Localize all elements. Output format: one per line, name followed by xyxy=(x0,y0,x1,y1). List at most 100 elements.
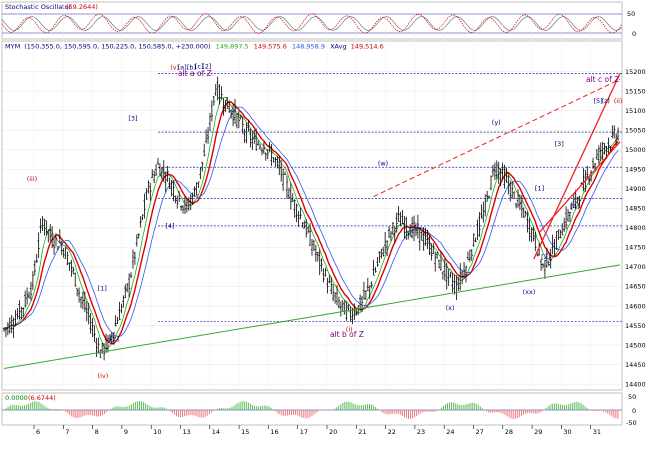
macd-histogram xyxy=(5,401,619,419)
x-tick-label: 9 xyxy=(124,428,128,436)
ma-d-value: 149,514.6 xyxy=(351,43,384,51)
y-tick-label: 14800 xyxy=(625,224,646,232)
price-axis-labels: 15200 15150 15100 15050 15000 14950 14900 14850… xyxy=(625,68,646,389)
y-tick-label: 15150 xyxy=(625,87,646,95)
y-tick-label: 15200 xyxy=(625,68,646,76)
price-gridlines xyxy=(2,2,622,425)
y-tick-label: 15100 xyxy=(625,107,646,115)
macd-tick-0: 0 xyxy=(632,407,636,415)
trendlines xyxy=(3,73,621,369)
macd-tick-neg50: -50 xyxy=(626,419,637,427)
ma-blue-line xyxy=(3,106,619,337)
stochastic-title-bg xyxy=(3,3,61,10)
wave-label: (z) xyxy=(601,97,609,105)
x-tick-label: 21 xyxy=(358,428,366,436)
x-tick-label: 8 xyxy=(95,428,99,436)
ma-d-label: XAvg xyxy=(330,43,347,51)
wave-label: (w) xyxy=(378,159,388,167)
x-tick-label: 17 xyxy=(300,428,308,436)
y-tick-label: 14600 xyxy=(625,302,646,310)
wave-label: [2] xyxy=(541,253,550,261)
x-tick-label: 29 xyxy=(534,428,542,436)
y-tick-label: 14400 xyxy=(625,380,646,388)
wave-labels: (iii)(iv)[1][2][3][4](v)[a] [b][c][2](i)(… xyxy=(27,62,623,380)
macd-value-b: (6.6744) xyxy=(28,394,56,402)
trendline xyxy=(539,141,621,233)
y-tick-label: 15050 xyxy=(625,126,646,134)
x-tick-label: 6 xyxy=(36,428,40,436)
wave-label: [c] xyxy=(195,62,204,70)
stoch-tick-0: 0 xyxy=(632,30,636,38)
stochastic-panel: Stochastic Oscillator (59.2644) 50 0 xyxy=(1,1,636,40)
wave-label: (y) xyxy=(492,118,501,126)
symbol-label: MYM xyxy=(5,43,20,51)
wave-label: (v) xyxy=(170,64,179,72)
wave-label: (x) xyxy=(446,304,455,312)
y-tick-label: 14850 xyxy=(625,205,646,213)
wave-label: (i) xyxy=(346,325,353,333)
y-tick-label: 14650 xyxy=(625,283,646,291)
x-tick-label: 22 xyxy=(388,428,396,436)
stoch-tick-50: 50 xyxy=(627,10,635,18)
y-tick-label: 14750 xyxy=(625,244,646,252)
macd-frame xyxy=(1,392,623,426)
x-tick-label: 15 xyxy=(241,428,249,436)
wave-label: (iii) xyxy=(27,175,38,183)
x-tick-label: 16 xyxy=(270,428,278,436)
ma-c-value: 148,958.9 xyxy=(292,43,325,51)
x-tick-label: 23 xyxy=(417,428,425,436)
ohlc-readout: (150,355.0, 150,595.0, 150,225.0, 150,58… xyxy=(24,43,210,51)
macd-tick-50: 50 xyxy=(628,393,636,401)
wave-label: [1] xyxy=(535,185,544,193)
y-tick-label: 14950 xyxy=(625,166,646,174)
ma-a-value: 149,897.5 xyxy=(216,43,249,51)
price-bars xyxy=(2,76,620,361)
x-tick-label: 28 xyxy=(505,428,513,436)
y-tick-label: 14550 xyxy=(625,322,646,330)
x-tick-label: 14 xyxy=(212,428,220,436)
wave-label: [4] xyxy=(570,202,579,210)
alt-c-annotation: alt c of Z xyxy=(586,75,619,84)
trendline xyxy=(373,78,621,198)
wave-label: [3] xyxy=(128,114,137,122)
x-tick-label: 31 xyxy=(593,428,601,436)
wave-label: [4] xyxy=(165,222,174,230)
alt-b-annotation: alt b of Z xyxy=(330,330,364,339)
wave-label: [5] xyxy=(593,97,602,105)
trendline xyxy=(3,264,621,369)
x-tick-label: 13 xyxy=(183,428,191,436)
price-panel: 15200 15150 15100 15050 15000 14950 14900 14850… xyxy=(1,2,646,425)
wave-label: [a] xyxy=(178,64,187,72)
wave-label: (iv) xyxy=(98,372,109,380)
x-tick-label: 20 xyxy=(329,428,337,436)
stochastic-title: Stochastic Oscillator xyxy=(5,3,72,11)
y-tick-label: 14500 xyxy=(625,341,646,349)
x-tick-label: 7 xyxy=(65,428,69,436)
x-axis: 6 7 8 9 10 13 14 15 16 17 20 21 22 23 24 27 28 29 30 31 xyxy=(33,425,601,436)
alt-a-annotation: alt a of Z xyxy=(178,69,212,78)
trendline xyxy=(533,73,621,260)
y-tick-label: 14900 xyxy=(625,185,646,193)
wave-label: [3] xyxy=(555,140,564,148)
y-tick-label: 14450 xyxy=(625,361,646,369)
x-tick-label: 27 xyxy=(476,428,484,436)
stoch-d-line xyxy=(1,16,623,31)
price-legend-bg xyxy=(3,42,243,50)
y-tick-label: 14700 xyxy=(625,263,646,271)
stochastic-value: (59.2644) xyxy=(66,3,98,11)
wave-label: [2] xyxy=(110,335,119,343)
price-frame xyxy=(1,40,623,391)
macd-value-a: 0.0000 xyxy=(5,394,28,402)
wave-label: (xx) xyxy=(523,288,536,296)
wave-label: [2] xyxy=(202,62,211,70)
y-tick-label: 15000 xyxy=(625,146,646,154)
macd-panel: 0.0000 (6.6744) 50 0 -50 xyxy=(1,392,637,427)
x-tick-label: 24 xyxy=(446,428,454,436)
x-tick-label: 10 xyxy=(153,428,161,436)
ma-b-value: 149,575.6 xyxy=(254,43,287,51)
wave-label: [b] xyxy=(187,64,196,72)
wave-label: (ii) xyxy=(614,97,623,105)
price-legend: MYM (150,355.0, 150,595.0, 150,225.0, 15… xyxy=(5,43,384,51)
